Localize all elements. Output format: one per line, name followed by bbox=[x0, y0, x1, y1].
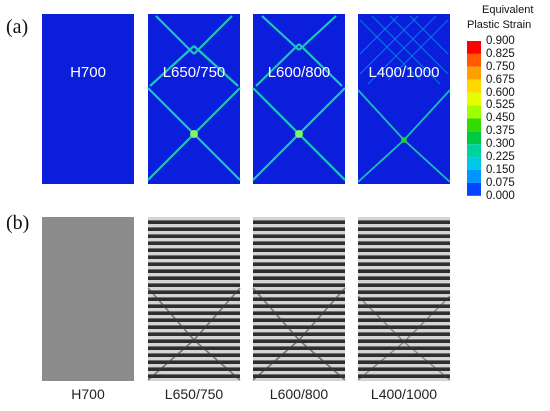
legend-title-line1: Equivalent bbox=[482, 4, 534, 16]
legend-tick: 0.525 bbox=[486, 99, 515, 111]
legend-tick: 0.825 bbox=[486, 48, 515, 60]
mesh-l650-750 bbox=[147, 217, 241, 381]
legend-tick: 0.375 bbox=[486, 125, 515, 137]
mesh-h700 bbox=[42, 217, 134, 381]
caption-l650-750: L650/750 bbox=[164, 386, 224, 402]
legend-tick: 0.600 bbox=[486, 87, 515, 99]
panel-b-label: (b) bbox=[6, 212, 30, 234]
legend-tick: 0.750 bbox=[486, 61, 515, 73]
legend-tick: 0.150 bbox=[486, 164, 515, 176]
legend-tick: 0.000 bbox=[486, 190, 515, 202]
legend-colorbar bbox=[467, 41, 481, 196]
sample-label-l400-1000: L400/1000 bbox=[368, 64, 440, 81]
panel-a-label: (a) bbox=[6, 16, 29, 38]
legend-title-line2: Plastic Strain bbox=[467, 19, 532, 31]
contour-l600-800 bbox=[252, 14, 346, 184]
caption-l600-800: L600/800 bbox=[269, 386, 329, 402]
mesh-l600-800 bbox=[252, 217, 346, 381]
contour-l650-750 bbox=[147, 14, 241, 184]
caption-h700: H700 bbox=[71, 386, 105, 402]
legend-tick: 0.675 bbox=[486, 74, 515, 86]
legend-tick: 0.900 bbox=[486, 35, 515, 47]
legend-tick: 0.075 bbox=[486, 177, 515, 189]
sample-label-l650-750: L650/750 bbox=[162, 64, 226, 81]
sample-label-l600-800: L600/800 bbox=[267, 64, 331, 81]
contour-h700 bbox=[42, 14, 134, 184]
sample-label-h700: H700 bbox=[70, 64, 106, 81]
mesh-l400-1000 bbox=[357, 217, 451, 381]
caption-l400-1000: L400/1000 bbox=[370, 386, 438, 402]
legend-tick: 0.300 bbox=[486, 138, 515, 150]
legend-tick: 0.225 bbox=[486, 151, 515, 163]
legend-tick: 0.450 bbox=[486, 112, 515, 124]
contour-l400-1000 bbox=[357, 14, 451, 184]
